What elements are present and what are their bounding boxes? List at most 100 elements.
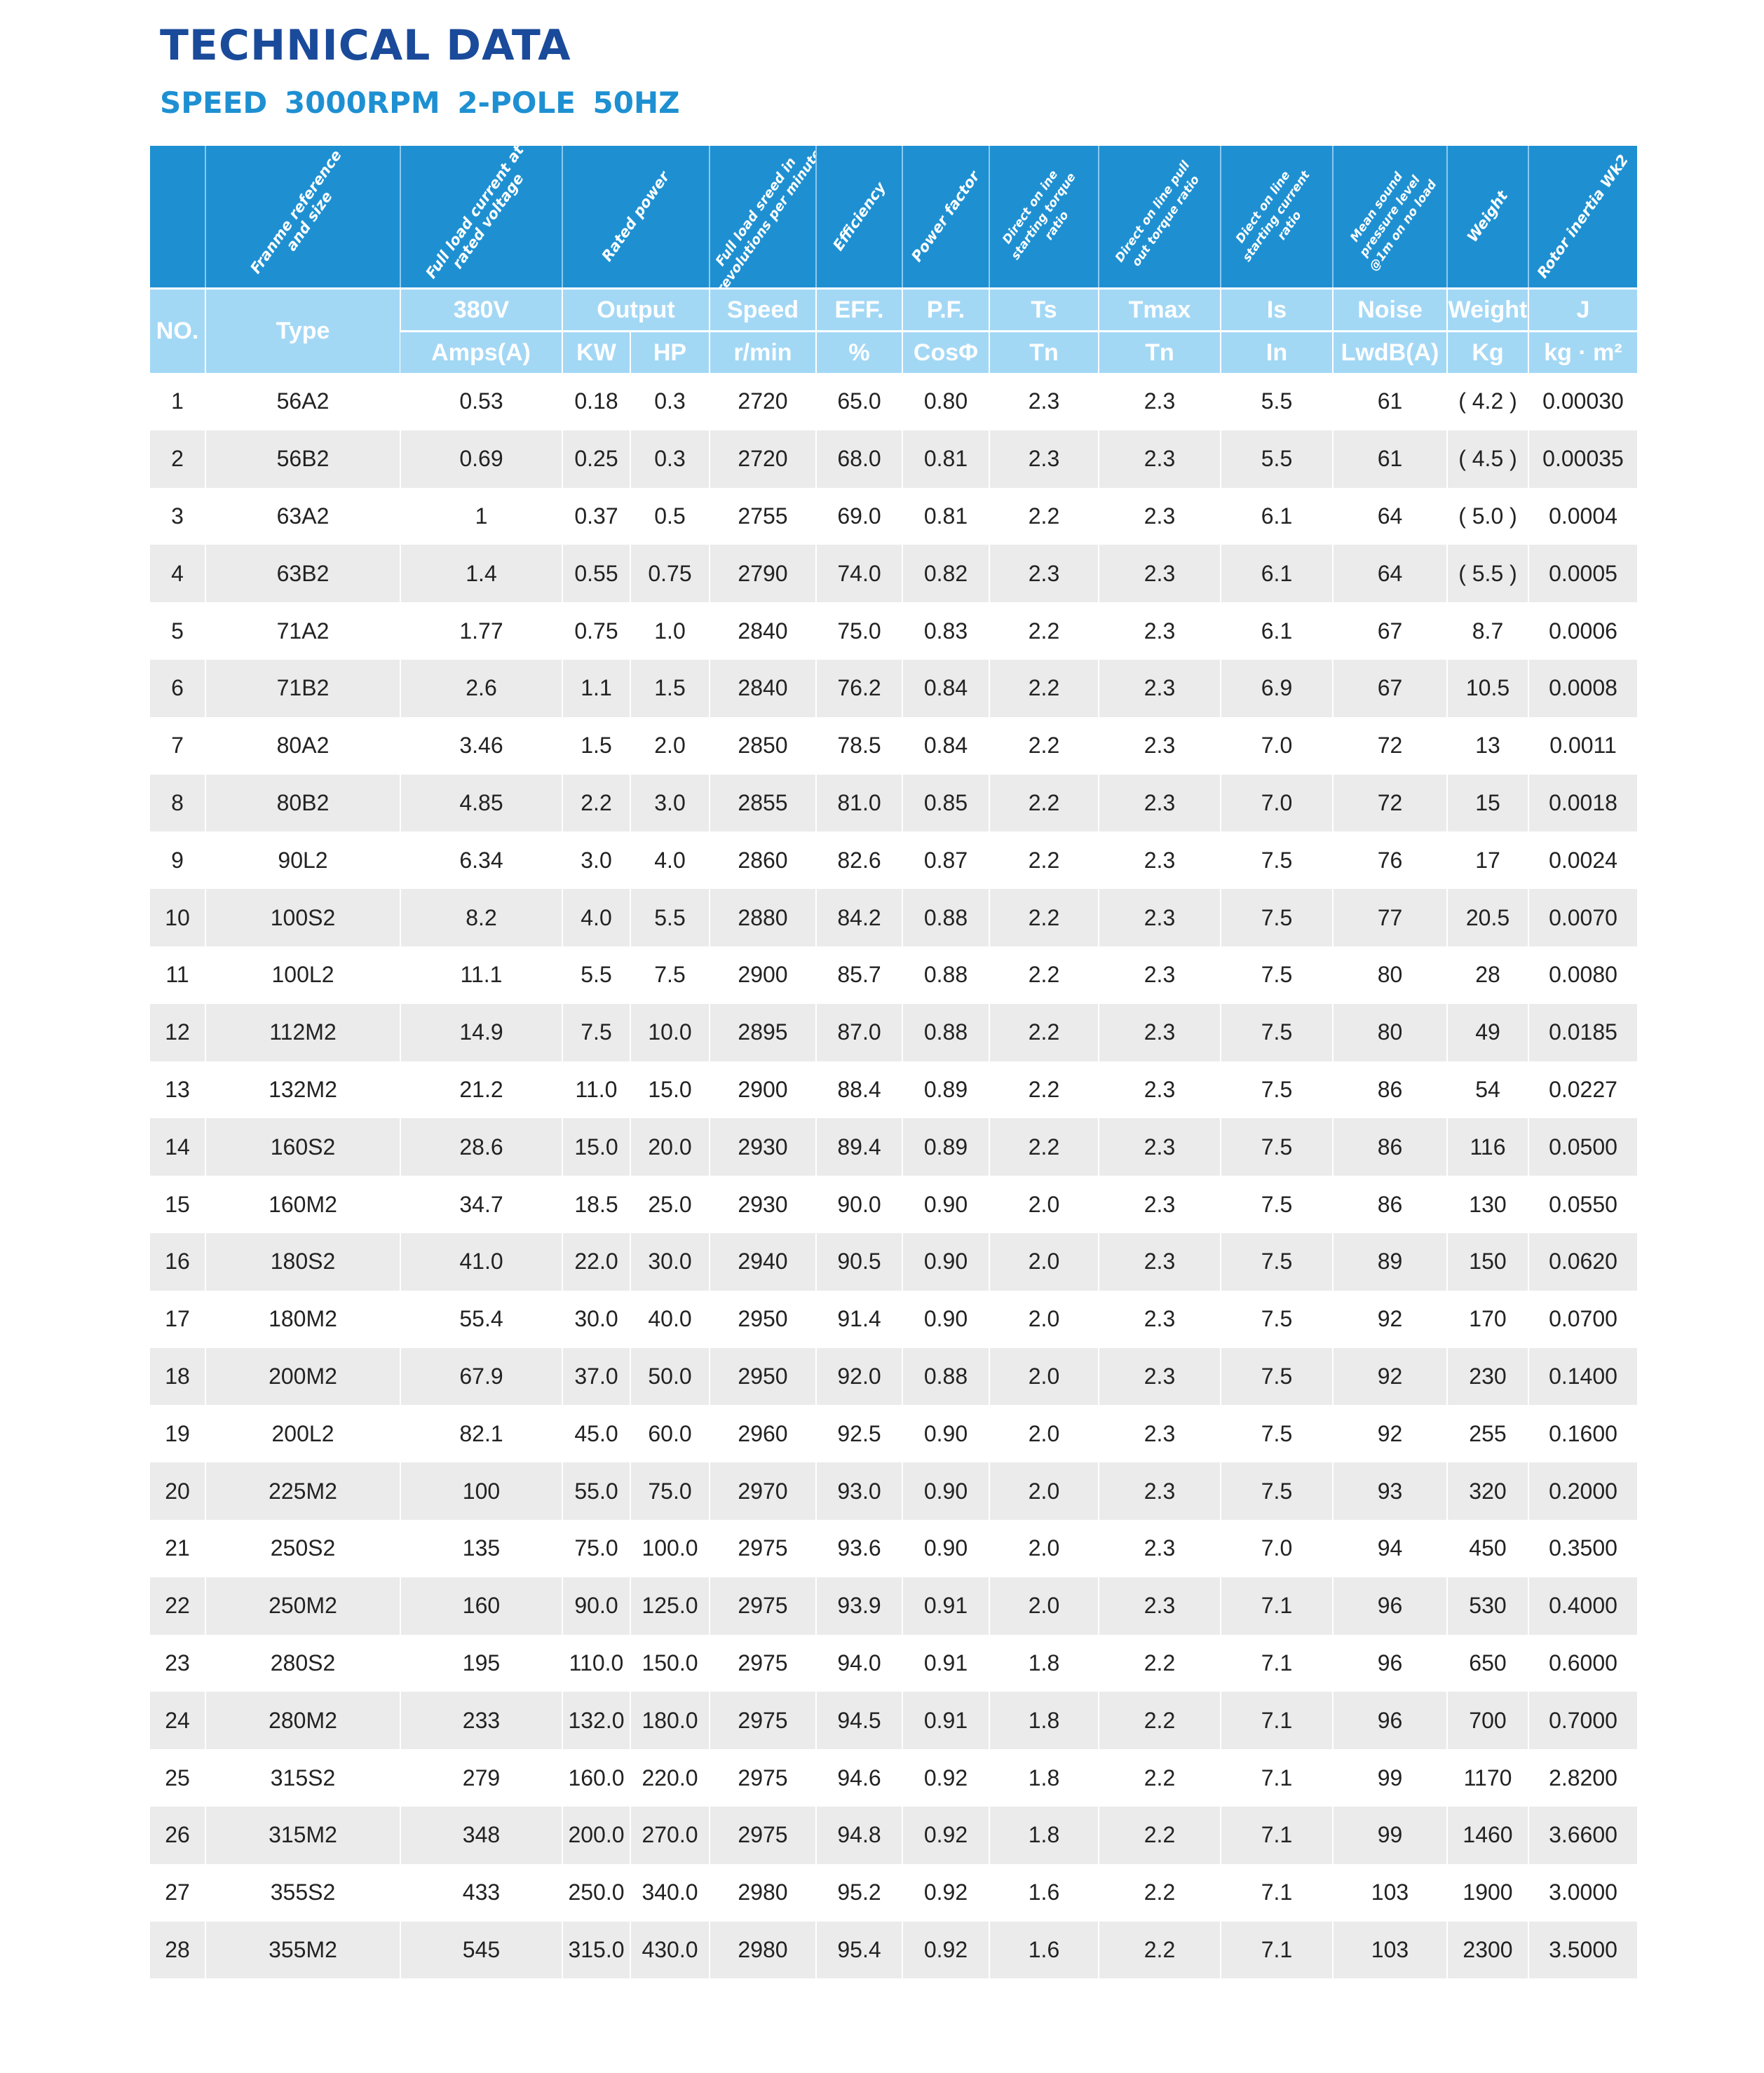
cell-type: 71A2: [205, 602, 400, 660]
table-row: 10 100S2 8.2 4.0 5.5 2880 84.2 0.88 2.2 2.3 7.5 77 2…: [150, 889, 1637, 946]
cell-type: 160S2: [205, 1118, 400, 1176]
table-row: 19 200L2 82.1 45.0 60.0 2960 92.5 0.90 2.0 2.3 7.5…: [150, 1405, 1637, 1463]
cell-tmax: 2.2: [1098, 1921, 1221, 1979]
cell-speed: 2975: [709, 1634, 816, 1692]
cell-amps: 279: [400, 1749, 562, 1807]
cell-speed: 2950: [709, 1347, 816, 1406]
cell-pf: 0.84: [902, 716, 989, 775]
table-row: 23 280S2 195 110.0 150.0 2975 94.0 0.91 1.8 2.2 7.…: [150, 1634, 1637, 1692]
header-desc-pullout-torque: Direct on line pull out torque ratio: [1098, 146, 1221, 289]
cell-no: 3: [171, 503, 184, 529]
cell-is: 7.5: [1220, 831, 1333, 890]
cell-type: 80B2: [205, 774, 400, 832]
cell-tmax: 2.3: [1098, 1118, 1221, 1176]
cell-speed: 2840: [709, 659, 816, 717]
table-body: 1 56A2 0.53 0.18 0.3 2720 65.0 0.80 2.3 2.3 5.5 61(…: [150, 373, 1637, 1979]
cell-eff: 92.0: [815, 1347, 902, 1406]
cell-ts: 1.6: [989, 1921, 1099, 1979]
cell-hp: 1.0: [630, 602, 710, 660]
cell-weight: 650: [1446, 1634, 1528, 1692]
cell-tmax: 2.3: [1098, 831, 1221, 890]
cell-tmax: 2.3: [1098, 545, 1221, 603]
cell-eff: 90.5: [815, 1232, 902, 1291]
cell-eff: 87.0: [815, 1003, 902, 1061]
cell-speed: 2850: [709, 716, 816, 775]
unit-tn-1: Tn: [989, 330, 1099, 373]
unit-kg: Kg: [1446, 330, 1528, 373]
cell-pf: 0.91: [902, 1634, 989, 1692]
cell-noise: 67: [1332, 659, 1447, 717]
cell-eff: 68.0: [815, 430, 902, 488]
cell-tmax: 2.3: [1098, 889, 1221, 946]
cell-no: 8: [150, 774, 205, 832]
cell-eff: 85.7: [815, 946, 902, 1004]
cell-type: 63A2: [205, 487, 400, 545]
cell-amps: 0.53: [400, 373, 562, 430]
cell-tmax: 2.3: [1098, 946, 1221, 1004]
cell-eff: 95.2: [815, 1863, 902, 1922]
cell-type: 315M2: [205, 1806, 400, 1864]
cell-speed: 2940: [709, 1232, 816, 1291]
unit-cos: CosΦ: [902, 330, 989, 373]
cell-j: 0.0006: [1528, 602, 1637, 660]
cell-ts: 1.6: [989, 1863, 1099, 1922]
header-noise: Noise: [1332, 287, 1447, 332]
cell-pf: 0.91: [902, 1692, 989, 1750]
cell-speed: 2975: [709, 1519, 816, 1577]
cell-weight: 2300: [1446, 1921, 1528, 1979]
cell-is: 7.1: [1220, 1634, 1333, 1692]
cell-kw: 11.0: [562, 1061, 630, 1119]
cell-weight: 17: [1446, 831, 1528, 890]
cell-eff: 75.0: [815, 602, 902, 660]
cell-weight: 8.7: [1446, 602, 1528, 660]
cell-weight: 1170: [1446, 1749, 1528, 1807]
cell-amps: 2.6: [400, 659, 562, 717]
header-pf: P.F.: [902, 287, 989, 332]
header-weight: Weight: [1446, 287, 1528, 332]
table-row: 4 63B2 1.4 0.55 0.75 2790 74.0 0.82 2.3 2.3 6.1 64(…: [150, 545, 1637, 603]
cell-j: 0.0227: [1528, 1061, 1637, 1119]
cell-is: 7.1: [1220, 1749, 1333, 1807]
cell-pf: 0.82: [902, 545, 989, 603]
unit-kgm2: kg · m²: [1528, 330, 1637, 373]
table-row: 5 71A2 1.77 0.75 1.0 2840 75.0 0.83 2.2 2.3 6.1 67 8…: [150, 602, 1637, 660]
cell-speed: 2840: [709, 602, 816, 660]
cell-j: 2.8200: [1528, 1749, 1637, 1807]
cell-kw: 75.0: [562, 1519, 630, 1577]
cell-is: 7.1: [1220, 1863, 1333, 1922]
cell-noise: 96: [1332, 1577, 1447, 1635]
cell-amps: 34.7: [400, 1176, 562, 1233]
cell-no: 20: [150, 1462, 205, 1520]
cell-j: 0.0070: [1528, 889, 1637, 946]
table-row: 2 56B2 0.69 0.25 0.3 2720 68.0 0.81 2.3 2.3 5.5 61(…: [150, 430, 1637, 488]
cell-eff: 90.0: [815, 1176, 902, 1233]
cell-hp: 20.0: [630, 1118, 710, 1176]
cell-pf: 0.91: [902, 1577, 989, 1635]
cell-weight: ( 4.2 ): [1446, 373, 1528, 430]
cell-j: 0.0005: [1528, 545, 1637, 603]
table-row: 6 71B2 2.6 1.1 1.5 2840 76.2 0.84 2.2 2.3 6.9 67 10.…: [150, 659, 1637, 717]
table-row: 12 112M2 14.9 7.5 10.0 2895 87.0 0.88 2.2 2.3 7.5 8…: [150, 1003, 1637, 1061]
cell-tmax: 2.2: [1098, 1806, 1221, 1864]
cell-amps: 8.2: [400, 889, 562, 946]
cell-j: 0.6000: [1528, 1634, 1637, 1692]
table-row: 9 90L2 6.34 3.0 4.0 2860 82.6 0.87 2.2 2.3 7.5 76 17…: [150, 831, 1637, 890]
cell-tmax: 2.2: [1098, 1749, 1221, 1807]
header-desc-rated-power: Rated power: [562, 146, 710, 289]
cell-noise: 77: [1332, 889, 1447, 946]
cell-pf: 0.90: [902, 1290, 989, 1348]
cell-hp: 25.0: [630, 1176, 710, 1233]
cell-speed: 2975: [709, 1692, 816, 1750]
cell-hp: 5.5: [630, 889, 710, 946]
cell-kw: 5.5: [562, 946, 630, 1004]
cell-amps: 160: [400, 1577, 562, 1635]
header-ts: Ts: [989, 287, 1099, 332]
cell-tmax: 2.3: [1098, 487, 1221, 545]
cell-no: 10: [150, 889, 205, 946]
cell-speed: 2860: [709, 831, 816, 890]
cell-speed: 2975: [709, 1577, 816, 1635]
cell-type: 200M2: [205, 1347, 400, 1406]
cell-kw: 200.0: [562, 1806, 630, 1864]
cell-ts: 2.0: [989, 1462, 1099, 1520]
cell-type: 280M2: [205, 1692, 400, 1750]
